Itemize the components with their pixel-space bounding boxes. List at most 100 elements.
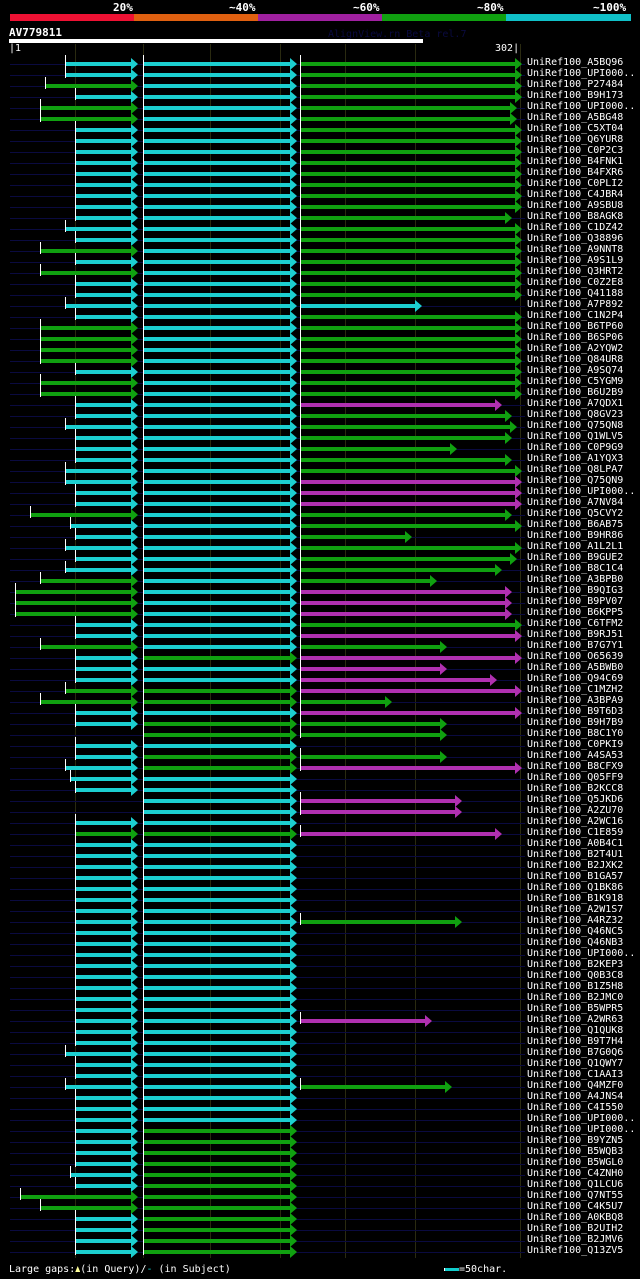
alignment-row[interactable]: UniRef100_B9HR86 — [0, 528, 640, 543]
hit-label[interactable]: UniRef100_B9T7H4 — [527, 1036, 624, 1047]
hit-label[interactable]: UniRef100_Q8GV23 — [527, 409, 624, 420]
hit-label[interactable]: UniRef100_A2YQW2 — [527, 343, 624, 354]
alignment-row[interactable]: UniRef100_A4JNS4 — [0, 1089, 640, 1104]
hit-label[interactable]: UniRef100_C0PLI2 — [527, 178, 624, 189]
alignment-row[interactable]: UniRef100_C5YGM9 — [0, 374, 640, 389]
hit-label[interactable]: UniRef100_A2ZU70 — [527, 805, 624, 816]
alignment-row[interactable]: UniRef100_A3BPB0 — [0, 572, 640, 587]
hit-label[interactable]: UniRef100_UPI000.. — [527, 1113, 636, 1124]
hit-label[interactable]: UniRef100_B9RJ51 — [527, 629, 624, 640]
alignment-row[interactable]: UniRef100_Q84UR8 — [0, 352, 640, 367]
alignment-row[interactable]: UniRef100_C0Z2E8 — [0, 275, 640, 290]
alignment-row[interactable]: UniRef100_Q0B3C8 — [0, 968, 640, 983]
alignment-row[interactable]: UniRef100_Q1LCU6 — [0, 1177, 640, 1192]
alignment-row[interactable]: UniRef100_A1YQX3 — [0, 451, 640, 466]
hit-label[interactable]: UniRef100_B2JMV6 — [527, 1234, 624, 1245]
hit-label[interactable]: UniRef100_B9YZN5 — [527, 1135, 624, 1146]
hit-label[interactable]: UniRef100_A5BG48 — [527, 112, 624, 123]
alignment-row[interactable]: UniRef100_A9SQ74 — [0, 363, 640, 378]
hit-label[interactable]: UniRef100_B5WGL0 — [527, 1157, 624, 1168]
hit-label[interactable]: UniRef100_Q1QWY7 — [527, 1058, 624, 1069]
hit-label[interactable]: UniRef100_C1DZ42 — [527, 222, 624, 233]
hit-label[interactable]: UniRef100_B6TP60 — [527, 321, 624, 332]
hit-label[interactable]: UniRef100_B8C1C4 — [527, 563, 624, 574]
alignment-row[interactable]: UniRef100_Q4MZF0 — [0, 1078, 640, 1093]
hit-label[interactable]: UniRef100_A1L2L1 — [527, 541, 624, 552]
hit-label[interactable]: UniRef100_Q5JKD6 — [527, 794, 624, 805]
alignment-row[interactable]: UniRef100_Q13ZV5 — [0, 1243, 640, 1258]
alignment-row[interactable]: UniRef100_A0KBQ8 — [0, 1210, 640, 1225]
hit-label[interactable]: UniRef100_B6AB75 — [527, 519, 624, 530]
alignment-row[interactable]: UniRef100_C5XT04 — [0, 121, 640, 136]
hit-label[interactable]: UniRef100_B9H173 — [527, 90, 624, 101]
alignment-row[interactable]: UniRef100_Q1QUK8 — [0, 1023, 640, 1038]
alignment-row[interactable]: UniRef100_C1AAI3 — [0, 1067, 640, 1082]
alignment-row[interactable]: UniRef100_C0P9G9 — [0, 440, 640, 455]
alignment-row[interactable]: UniRef100_B2KEP3 — [0, 957, 640, 972]
alignment-row[interactable]: UniRef100_B2JXK2 — [0, 858, 640, 873]
alignment-row[interactable]: UniRef100_B9T6D3 — [0, 704, 640, 719]
hit-label[interactable]: UniRef100_A9NNT8 — [527, 244, 624, 255]
hit-label[interactable]: UniRef100_UPI000.. — [527, 948, 636, 959]
hit-label[interactable]: UniRef100_B2KEP3 — [527, 959, 624, 970]
hit-label[interactable]: UniRef100_B5WQB3 — [527, 1146, 624, 1157]
hit-label[interactable]: UniRef100_Q1BK86 — [527, 882, 624, 893]
hit-label[interactable]: UniRef100_O65639 — [527, 651, 624, 662]
alignment-row[interactable]: UniRef100_B1Z5H8 — [0, 979, 640, 994]
alignment-row[interactable]: UniRef100_B9YZN5 — [0, 1133, 640, 1148]
hit-label[interactable]: UniRef100_A7P892 — [527, 299, 624, 310]
alignment-row[interactable]: UniRef100_Q46NC5 — [0, 924, 640, 939]
hit-label[interactable]: UniRef100_C1AAI3 — [527, 1069, 624, 1080]
hit-label[interactable]: UniRef100_B9QIG3 — [527, 585, 624, 596]
hit-label[interactable]: UniRef100_Q7NT55 — [527, 1190, 624, 1201]
hit-label[interactable]: UniRef100_B7G0Q6 — [527, 1047, 624, 1058]
hit-label[interactable]: UniRef100_B4FNK1 — [527, 156, 624, 167]
hit-label[interactable]: UniRef100_A9SBU8 — [527, 200, 624, 211]
alignment-row[interactable]: UniRef100_A0B4C1 — [0, 836, 640, 851]
hit-label[interactable]: UniRef100_Q6YUR8 — [527, 134, 624, 145]
alignment-row[interactable]: UniRef100_A2WC16 — [0, 814, 640, 829]
alignment-row[interactable]: UniRef100_Q1WLV5 — [0, 429, 640, 444]
alignment-row[interactable]: UniRef100_C4ZNH0 — [0, 1166, 640, 1181]
alignment-row[interactable]: UniRef100_UPI000.. — [0, 946, 640, 961]
hit-label[interactable]: UniRef100_A7QDX1 — [527, 398, 624, 409]
alignment-row[interactable]: UniRef100_Q6YUR8 — [0, 132, 640, 147]
hit-label[interactable]: UniRef100_C1MZH2 — [527, 684, 624, 695]
alignment-row[interactable]: UniRef100_B5WPR5 — [0, 1001, 640, 1016]
alignment-row[interactable]: UniRef100_B2UIH2 — [0, 1221, 640, 1236]
alignment-row[interactable]: UniRef100_UPI000.. — [0, 99, 640, 114]
hit-label[interactable]: UniRef100_B7G7Y1 — [527, 640, 624, 651]
alignment-row[interactable]: UniRef100_B1GA57 — [0, 869, 640, 884]
alignment-row[interactable]: UniRef100_C4K5U7 — [0, 1199, 640, 1214]
hit-label[interactable]: UniRef100_A0B4C1 — [527, 838, 624, 849]
alignment-row[interactable]: UniRef100_B9T7H4 — [0, 1034, 640, 1049]
hit-label[interactable]: UniRef100_Q3HRT2 — [527, 266, 624, 277]
alignment-row[interactable]: UniRef100_C1N2P4 — [0, 308, 640, 323]
hit-label[interactable]: UniRef100_B6U2B9 — [527, 387, 624, 398]
hit-label[interactable]: UniRef100_A4RZ32 — [527, 915, 624, 926]
hit-label[interactable]: UniRef100_A4JNS4 — [527, 1091, 624, 1102]
hit-label[interactable]: UniRef100_C4ZNH0 — [527, 1168, 624, 1179]
alignment-row[interactable]: UniRef100_A7P892 — [0, 297, 640, 312]
alignment-row[interactable]: UniRef100_UPI000.. — [0, 484, 640, 499]
alignment-row[interactable]: UniRef100_A1L2L1 — [0, 539, 640, 554]
alignment-row[interactable]: UniRef100_A5BG48 — [0, 110, 640, 125]
hit-label[interactable]: UniRef100_Q5CVY2 — [527, 508, 624, 519]
alignment-row[interactable]: UniRef100_B1K918 — [0, 891, 640, 906]
hit-label[interactable]: UniRef100_B4FXR6 — [527, 167, 624, 178]
alignment-row[interactable]: UniRef100_A9S1L9 — [0, 253, 640, 268]
alignment-row[interactable]: UniRef100_A2W1S7 — [0, 902, 640, 917]
alignment-row[interactable]: UniRef100_C0P2C3 — [0, 143, 640, 158]
hit-label[interactable]: UniRef100_Q75QN9 — [527, 475, 624, 486]
hit-label[interactable]: UniRef100_A2WC16 — [527, 816, 624, 827]
hit-label[interactable]: UniRef100_Q4MZF0 — [527, 1080, 624, 1091]
alignment-row[interactable]: UniRef100_B6U2B9 — [0, 385, 640, 400]
hit-label[interactable]: UniRef100_Q38896 — [527, 233, 624, 244]
alignment-row[interactable]: UniRef100_Q05FF9 — [0, 770, 640, 785]
hit-label[interactable]: UniRef100_C6TFM2 — [527, 618, 624, 629]
alignment-row[interactable]: UniRef100_C0PLI2 — [0, 176, 640, 191]
hit-label[interactable]: UniRef100_Q05FF9 — [527, 772, 624, 783]
hit-label[interactable]: UniRef100_P27484 — [527, 79, 624, 90]
alignment-row[interactable]: UniRef100_B6AB75 — [0, 517, 640, 532]
hit-label[interactable]: UniRef100_C5YGM9 — [527, 376, 624, 387]
